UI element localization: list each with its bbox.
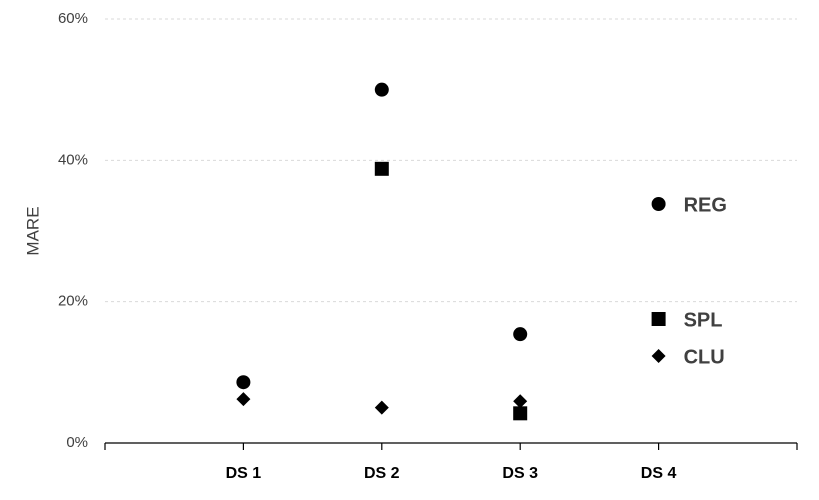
legend-marker — [651, 312, 666, 326]
legend-label: CLU — [684, 346, 725, 368]
legend-marker — [651, 349, 666, 363]
y-tick-label: 40% — [58, 151, 88, 168]
data-point — [513, 406, 528, 421]
x-tick-label: DS 2 — [364, 465, 400, 482]
x-tick-label: DS 4 — [641, 465, 677, 482]
x-tick-label: DS 1 — [226, 465, 262, 482]
data-point — [236, 392, 251, 407]
data-point — [374, 161, 389, 176]
y-tick-label: 0% — [66, 434, 88, 451]
data-point — [236, 375, 251, 390]
y-tick-label: 60% — [58, 10, 88, 27]
y-tick-label: 20% — [58, 293, 88, 310]
legend-label: REG — [684, 194, 727, 216]
data-point — [374, 82, 389, 97]
data-point — [513, 394, 528, 409]
data-point — [513, 327, 528, 342]
legend-marker — [651, 197, 666, 211]
data-point — [374, 400, 389, 415]
legend-label: SPL — [684, 309, 723, 331]
x-tick-label: DS 3 — [502, 465, 538, 482]
y-axis-label: MARE — [23, 206, 42, 255]
